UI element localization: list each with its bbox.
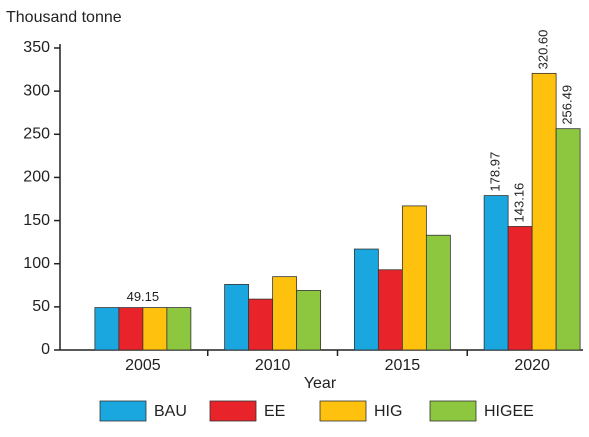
bar (94, 307, 120, 351)
x-tick-label: 2005 (125, 357, 161, 374)
bar (401, 205, 427, 351)
value-label: 256.49 (560, 85, 575, 125)
bar (272, 276, 298, 351)
x-tick-label: 2015 (385, 357, 421, 374)
y-tick-label: 50 (32, 298, 50, 315)
legend-swatch (319, 400, 367, 422)
y-tick-label: 0 (41, 341, 50, 358)
bar (507, 226, 533, 351)
value-label: 143.16 (512, 183, 527, 223)
y-tick-label: 350 (23, 39, 50, 56)
legend-swatch (209, 400, 257, 422)
value-label: 320.60 (536, 30, 551, 70)
value-label: 178.97 (488, 152, 503, 192)
y-tick-label: 250 (23, 126, 50, 143)
x-tick-label: 2010 (255, 357, 291, 374)
legend-swatch (99, 400, 147, 422)
legend-label: HIGEE (484, 403, 534, 420)
y-tick-label: 300 (23, 82, 50, 99)
bar (142, 307, 168, 351)
x-tick-label: 2020 (514, 357, 550, 374)
bar (248, 298, 274, 351)
legend-label: EE (264, 403, 285, 420)
x-axis-label: Year (304, 375, 337, 392)
legend-label: BAU (154, 403, 187, 420)
bar (224, 284, 250, 351)
bar (118, 307, 144, 351)
bar (377, 269, 403, 351)
axis-title: Thousand tonne (6, 9, 122, 26)
bar (531, 72, 557, 351)
y-tick-label: 150 (23, 212, 50, 229)
bar (425, 234, 451, 351)
legend-swatch (429, 400, 477, 422)
bar (166, 307, 192, 351)
value-label: 49.15 (127, 289, 160, 304)
bar (296, 290, 322, 351)
y-tick-label: 100 (23, 255, 50, 272)
legend-label: HIG (374, 403, 402, 420)
bar (555, 128, 581, 351)
y-tick-label: 200 (23, 169, 50, 186)
bar (483, 195, 509, 351)
bar (353, 248, 379, 351)
